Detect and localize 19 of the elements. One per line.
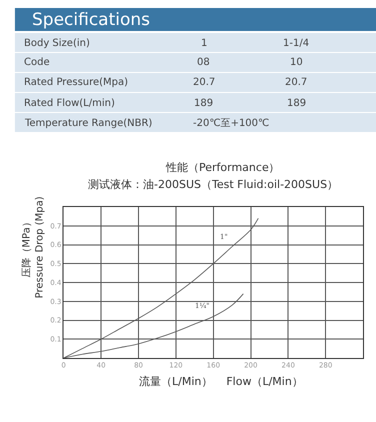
chart-title: 性能（Performance） xyxy=(165,161,280,174)
text: -20℃至+100℃ xyxy=(193,118,270,129)
text: 10 xyxy=(290,57,303,68)
x-axis-title: 流量（L/Min） Flow（L/Min） xyxy=(139,375,303,388)
text: Body Size(in) xyxy=(24,38,90,49)
text: 189 xyxy=(194,98,214,109)
chart-subtitle: 测试液体：油-200SUS（Test Fluid:oil-200SUS） xyxy=(88,178,338,191)
text: 189 xyxy=(287,98,306,109)
text: Specifications xyxy=(32,10,150,30)
text: 20.7 xyxy=(193,77,216,88)
text: Rated Pressure(Mpa) xyxy=(24,77,128,88)
text: Temperature Range(NBR) xyxy=(24,118,152,129)
text: Code xyxy=(24,57,50,68)
text: 08 xyxy=(197,57,210,68)
text: 1 xyxy=(201,38,208,49)
text: Rated Flow(L/min) xyxy=(24,98,115,109)
text: 1-1/4 xyxy=(283,38,310,49)
y-axis-title: 压降（MPa） Pressure Drop (Mpa) xyxy=(20,196,46,298)
text: 20.7 xyxy=(285,77,308,88)
